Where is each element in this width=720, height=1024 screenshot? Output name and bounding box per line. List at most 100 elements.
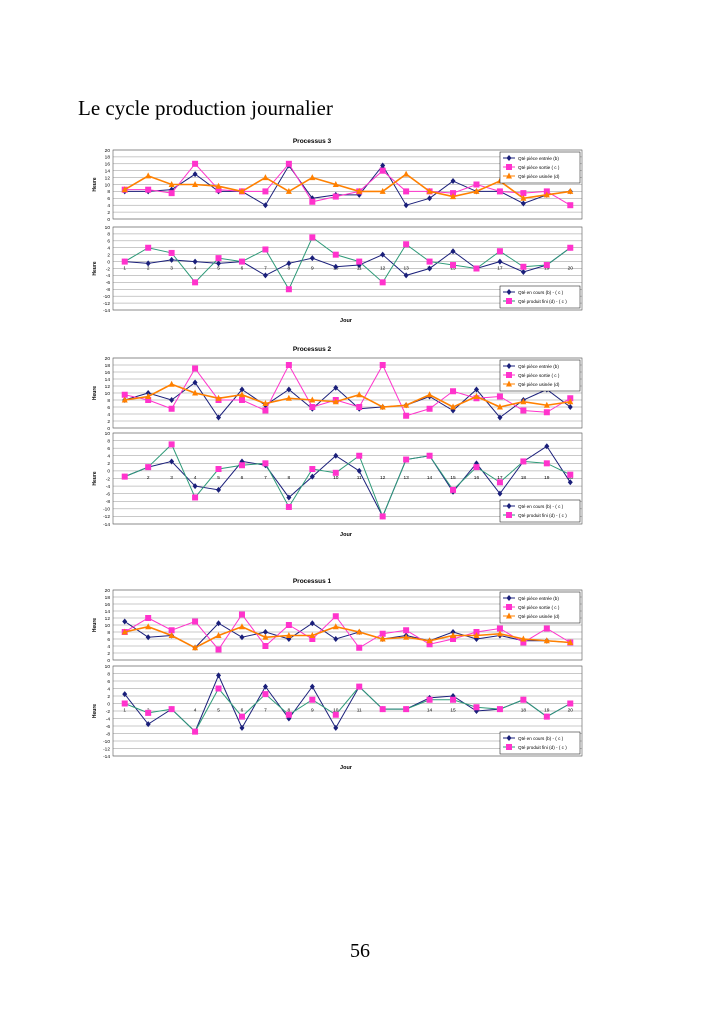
legend-label: Qté produit fini (d) - ( c ) — [518, 513, 567, 518]
legend-marker — [506, 595, 512, 601]
chart-title: Processus 3 — [293, 138, 332, 145]
data-point — [192, 365, 199, 372]
data-point — [427, 195, 433, 202]
data-point — [332, 613, 339, 620]
data-point — [496, 706, 503, 713]
data-point — [567, 471, 574, 478]
data-point — [403, 272, 409, 279]
x-tick-label: 11 — [357, 708, 362, 714]
data-point — [403, 706, 410, 713]
y-tick-label: 2 — [107, 694, 110, 700]
data-point — [309, 255, 315, 262]
data-point — [216, 260, 222, 267]
y-tick-label: -4 — [106, 273, 111, 279]
x-tick-label: 20 — [568, 266, 574, 272]
y-tick-label: -4 — [106, 716, 111, 722]
data-point — [309, 234, 316, 241]
data-point — [168, 380, 175, 387]
x-tick-label: 19 — [544, 266, 550, 272]
data-point — [285, 711, 292, 718]
data-point — [497, 414, 503, 421]
data-point — [520, 200, 526, 207]
data-point — [262, 246, 269, 253]
y-tick-label: -6 — [106, 280, 111, 286]
y-tick-label: 6 — [107, 679, 110, 685]
x-tick-label: 15 — [450, 266, 456, 272]
legend-label: Qté pièce usinée (d) — [518, 382, 560, 387]
data-point — [450, 262, 457, 269]
data-point — [216, 414, 222, 421]
x-tick-label: 11 — [357, 475, 362, 481]
y-tick-label: -12 — [103, 301, 110, 307]
data-point — [145, 397, 152, 403]
x-tick-label: 5 — [217, 708, 220, 714]
y-axis-label: Heure — [92, 618, 98, 632]
data-point — [473, 386, 479, 393]
y-tick-label: 12 — [105, 175, 111, 181]
data-point — [286, 494, 292, 501]
y-tick-label: 14 — [105, 169, 111, 175]
data-point — [543, 625, 550, 632]
y-tick-label: 8 — [107, 398, 110, 404]
x-tick-label: 16 — [474, 475, 480, 481]
data-point — [192, 171, 198, 178]
data-point — [309, 473, 315, 480]
legend-label: Qté pièce usinée (d) — [518, 614, 560, 619]
y-tick-label: 18 — [105, 155, 111, 161]
data-point — [285, 286, 292, 293]
data-point — [262, 202, 268, 209]
page-number: 56 — [350, 940, 370, 962]
y-tick-label: 6 — [107, 239, 110, 245]
data-point — [520, 458, 527, 465]
y-axis-label: Heure — [92, 386, 98, 400]
y-tick-label: -8 — [106, 499, 111, 505]
data-point — [333, 724, 339, 731]
y-tick-label: -2 — [106, 476, 111, 482]
data-point — [309, 404, 316, 410]
data-point — [215, 394, 222, 401]
data-point — [403, 412, 410, 419]
data-point — [285, 160, 292, 167]
data-point — [567, 700, 574, 707]
data-point — [168, 190, 175, 197]
data-point — [309, 696, 316, 703]
y-tick-label: 4 — [107, 686, 110, 692]
data-point — [121, 391, 128, 398]
y-tick-label: -10 — [103, 507, 110, 513]
legend-label: Qté produit fini (d) - ( c ) — [518, 299, 567, 304]
data-point — [145, 721, 151, 728]
data-point — [332, 623, 339, 630]
data-point — [145, 244, 152, 251]
y-axis-label: Heure — [92, 471, 98, 485]
data-point — [238, 462, 245, 469]
x-tick-label: 18 — [521, 708, 527, 714]
data-point — [496, 403, 503, 410]
data-point — [285, 622, 292, 628]
data-point — [215, 466, 222, 473]
x-tick-label: 8 — [288, 475, 291, 481]
x-tick-label: 12 — [380, 266, 386, 272]
data-point — [520, 407, 527, 414]
data-point — [567, 398, 574, 405]
data-point — [192, 728, 199, 735]
x-tick-label: 1 — [123, 708, 126, 714]
data-point — [543, 401, 550, 408]
x-tick-label: 12 — [380, 475, 386, 481]
data-point — [238, 611, 245, 618]
data-point — [145, 172, 152, 179]
x-tick-label: 17 — [497, 475, 503, 481]
data-point — [286, 260, 292, 267]
data-point — [356, 683, 363, 690]
legend-label: Qté produit fini (d) - ( c ) — [518, 745, 567, 750]
x-tick-label: 15 — [450, 708, 456, 714]
data-point — [520, 398, 527, 405]
data-point — [473, 393, 480, 399]
data-point — [121, 473, 128, 480]
data-point — [309, 198, 316, 205]
x-tick-label: 14 — [427, 708, 433, 714]
data-point — [333, 263, 339, 270]
data-point — [567, 202, 574, 209]
y-tick-label: 20 — [105, 356, 111, 362]
